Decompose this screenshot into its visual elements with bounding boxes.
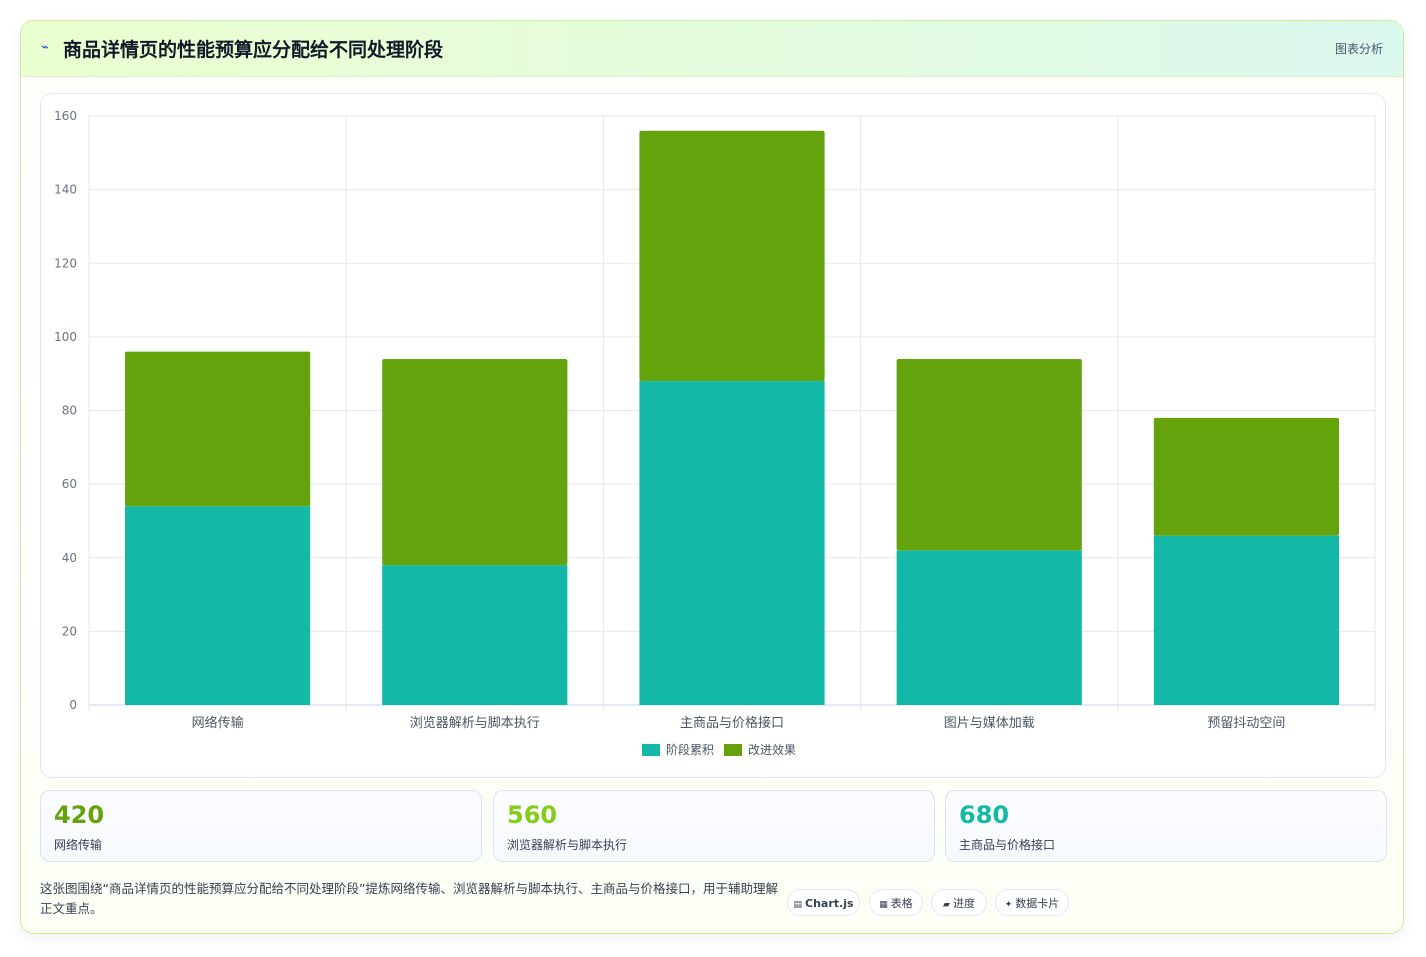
bar-stage bbox=[639, 381, 825, 705]
stat-label: 网络传输 bbox=[54, 838, 103, 852]
x-tick-label: 预留抖动空间 bbox=[1207, 716, 1285, 731]
stat-card-2: 560 浏览器解析与脚本执行 bbox=[493, 790, 935, 862]
pill-chartjs[interactable]: ▤ Chart.js bbox=[787, 889, 860, 916]
y-tick-label: 160 bbox=[54, 109, 77, 123]
x-tick-label: 图片与媒体加载 bbox=[944, 716, 1035, 731]
legend-label: 阶段累积 bbox=[666, 742, 714, 757]
y-tick-label: 120 bbox=[54, 256, 77, 270]
sparkle-icon: ✦ bbox=[1004, 900, 1013, 910]
stat-label: 主商品与价格接口 bbox=[959, 838, 1056, 852]
bar-stage bbox=[896, 550, 1082, 705]
pill-datacard[interactable]: ✦ 数据卡片 bbox=[995, 889, 1069, 916]
y-tick-label: 0 bbox=[69, 698, 77, 712]
bar-improve bbox=[639, 130, 825, 382]
pill-table[interactable]: ▦ 表格 bbox=[869, 889, 923, 916]
stat-value: 680 bbox=[959, 801, 1010, 829]
bar-stage bbox=[382, 565, 568, 705]
y-tick-label: 40 bbox=[62, 551, 77, 565]
bar-stage bbox=[1153, 535, 1339, 705]
pill-label: 表格 bbox=[890, 897, 913, 910]
pill-label: 数据卡片 bbox=[1015, 897, 1060, 910]
legend-swatch bbox=[642, 744, 660, 756]
lightning-icon: ⌁ bbox=[41, 40, 49, 55]
chart-card: ⌁ 商品详情页的性能预算应分配给不同处理阶段 图表分析 0 20 40 60 80 100… bbox=[20, 20, 1404, 934]
chart-icon: ▤ bbox=[793, 900, 802, 910]
x-tick-label: 主商品与价格接口 bbox=[680, 715, 784, 731]
stat-value: 560 bbox=[507, 801, 558, 829]
stat-label: 浏览器解析与脚本执行 bbox=[507, 838, 628, 852]
chart-container: 0 20 40 60 80 100 120 140 160 网络传输 浏览器解析与脚本执行 主商品与价… bbox=[40, 93, 1386, 778]
stat-card-1: 420 网络传输 bbox=[40, 790, 482, 862]
page-title: 商品详情页的性能预算应分配给不同处理阶段 bbox=[63, 39, 444, 61]
stat-card-3: 680 主商品与价格接口 bbox=[945, 790, 1387, 862]
bar-improve bbox=[382, 358, 568, 566]
bar-improve bbox=[125, 351, 311, 507]
header-tag: 图表分析 bbox=[1334, 42, 1383, 56]
y-tick-label: 60 bbox=[62, 477, 77, 491]
pill-label: Chart.js bbox=[805, 897, 854, 910]
y-tick-label: 20 bbox=[62, 624, 77, 638]
bar-improve bbox=[1153, 417, 1339, 536]
stacked-bar-chart: 0 20 40 60 80 100 120 140 160 网络传输 浏览器解析与脚本执行 主商品与价… bbox=[54, 109, 1376, 757]
bar-stage bbox=[125, 506, 311, 705]
pill-progress[interactable]: ▰ 进度 bbox=[931, 889, 987, 916]
bar-improve bbox=[896, 358, 1082, 551]
stat-value: 420 bbox=[54, 801, 105, 829]
chart-description: 这张图围绕“商品详情页的性能预算应分配给不同处理阶段”提炼网络传输、浏览器解析与… bbox=[40, 881, 778, 916]
progress-icon: ▰ bbox=[943, 900, 950, 910]
card-header: ⌁ 商品详情页的性能预算应分配给不同处理阶段 图表分析 bbox=[21, 21, 1403, 77]
x-tick-label: 网络传输 bbox=[192, 715, 244, 731]
x-tick-label: 浏览器解析与脚本执行 bbox=[410, 715, 540, 731]
table-icon: ▦ bbox=[879, 900, 888, 910]
pill-label: 进度 bbox=[952, 897, 975, 910]
y-tick-label: 80 bbox=[62, 404, 77, 418]
legend-label: 改进效果 bbox=[748, 742, 796, 757]
y-tick-label: 100 bbox=[54, 330, 77, 344]
y-tick-label: 140 bbox=[54, 183, 77, 197]
legend-swatch bbox=[724, 744, 742, 756]
